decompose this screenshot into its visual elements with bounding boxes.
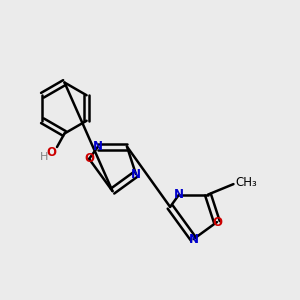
Text: N: N — [188, 232, 199, 246]
Text: N: N — [131, 168, 141, 181]
Text: O: O — [46, 146, 56, 160]
Text: O: O — [212, 216, 222, 229]
Text: N: N — [174, 188, 184, 201]
Text: N: N — [93, 140, 103, 153]
Text: CH₃: CH₃ — [236, 176, 258, 189]
Text: H: H — [40, 152, 48, 162]
Text: O: O — [84, 152, 94, 165]
